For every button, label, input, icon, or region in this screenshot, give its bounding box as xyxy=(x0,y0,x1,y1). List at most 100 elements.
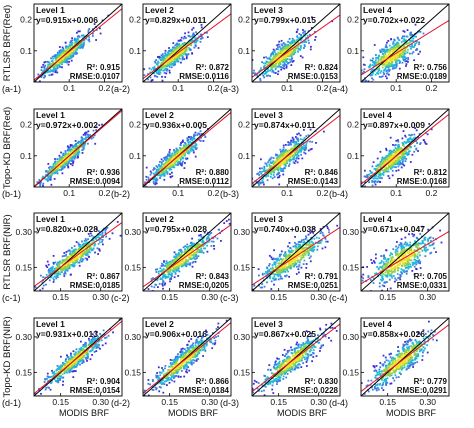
scatter-point xyxy=(47,70,49,73)
scatter-point xyxy=(189,44,192,46)
scatter-point xyxy=(95,29,98,31)
scatter-point xyxy=(119,234,122,237)
scatter-point xyxy=(386,51,388,53)
scatter-point xyxy=(259,170,261,173)
scatter-point xyxy=(58,46,61,48)
scatter-point xyxy=(384,158,386,161)
scatter-point xyxy=(290,139,293,142)
scatter-point xyxy=(297,138,300,141)
scatter-point xyxy=(184,143,187,145)
scatter-point xyxy=(45,71,48,73)
scatter-point xyxy=(315,142,317,144)
scatter-point xyxy=(383,166,386,168)
scatter-point xyxy=(373,62,376,65)
scatter-point xyxy=(189,141,191,143)
scatter-point xyxy=(301,41,304,44)
scatter-point xyxy=(284,165,287,167)
scatter-point xyxy=(50,269,53,271)
scatter-point xyxy=(163,162,166,165)
scatter-point xyxy=(148,67,151,70)
scatter-point xyxy=(98,239,100,241)
scatter-point xyxy=(396,45,399,48)
scatter-point xyxy=(372,190,374,192)
panel-rmse: RMSE:0.0094 xyxy=(70,177,121,186)
scatter-point xyxy=(80,46,83,49)
scatter-point xyxy=(80,253,83,256)
scatter-point xyxy=(48,166,50,169)
scatter-point xyxy=(204,135,207,138)
scatter-point xyxy=(59,262,62,265)
scatter-point xyxy=(80,39,83,42)
scatter-point xyxy=(50,183,53,186)
scatter-point xyxy=(82,245,84,248)
scatter-point xyxy=(383,63,386,66)
scatter-point xyxy=(297,157,300,160)
scatter-point xyxy=(82,45,85,48)
scatter-point xyxy=(87,243,89,246)
scatter-point xyxy=(54,163,57,166)
scatter-point xyxy=(85,37,88,40)
scatter-point xyxy=(170,155,173,158)
scatter-point xyxy=(378,177,381,179)
scatter-point xyxy=(189,49,192,51)
scatter-point xyxy=(271,53,274,55)
scatter-point xyxy=(155,70,158,73)
scatter-point xyxy=(184,146,187,149)
scatter-point xyxy=(331,20,334,23)
scatter-point xyxy=(206,244,208,247)
scatter-point xyxy=(269,60,272,63)
scatter-point xyxy=(261,181,264,184)
scatter-point xyxy=(272,160,275,163)
scatter-point xyxy=(293,52,296,55)
scatter-point xyxy=(280,59,283,62)
scatter-point xyxy=(287,158,290,161)
scatter-point xyxy=(364,181,366,184)
scatter-point xyxy=(403,45,406,48)
scatter-point xyxy=(274,72,277,74)
scatter-point xyxy=(79,143,81,146)
scatter-point xyxy=(51,167,53,169)
scatter-point xyxy=(69,47,72,50)
scatter-point xyxy=(395,59,398,62)
scatter-point xyxy=(379,58,382,61)
scatter-point xyxy=(281,66,283,69)
scatter-point xyxy=(173,46,175,49)
scatter-point xyxy=(71,251,74,254)
scatter-point xyxy=(252,59,254,61)
scatter-point xyxy=(195,41,198,44)
scatter-point xyxy=(84,238,87,240)
scatter-point xyxy=(68,44,71,46)
scatter-point xyxy=(295,140,297,143)
scatter-point xyxy=(56,62,59,64)
panel-level: Level 1 xyxy=(36,110,65,120)
scatter-point xyxy=(63,160,66,162)
scatter-point xyxy=(260,158,262,161)
scatter-point xyxy=(278,174,281,177)
scatter-point xyxy=(75,259,78,262)
scatter-point xyxy=(86,250,89,253)
scatter-point xyxy=(388,48,391,51)
scatter-point xyxy=(200,33,203,36)
scatter-point xyxy=(56,274,58,277)
scatter-point xyxy=(269,75,271,77)
scatter-point xyxy=(70,59,73,62)
scatter-point xyxy=(393,65,395,67)
scatter-point xyxy=(290,41,293,44)
scatter-point xyxy=(430,128,433,131)
scatter-point xyxy=(89,246,91,248)
scatter-point xyxy=(168,47,170,49)
scatter-point xyxy=(157,60,159,63)
scatter-point xyxy=(56,268,58,270)
scatter-point xyxy=(196,39,199,42)
scatter-point xyxy=(228,222,231,225)
panel-level: Level 3 xyxy=(254,110,283,120)
scatter-point xyxy=(165,58,168,61)
scatter-point xyxy=(178,45,181,48)
scatter-point xyxy=(76,253,78,256)
regression-line xyxy=(34,110,122,187)
scatter-point xyxy=(375,59,377,62)
scatter-point xyxy=(206,32,208,34)
one-to-one-line xyxy=(361,4,449,82)
scatter-point xyxy=(272,163,275,166)
scatter-point xyxy=(377,57,379,59)
